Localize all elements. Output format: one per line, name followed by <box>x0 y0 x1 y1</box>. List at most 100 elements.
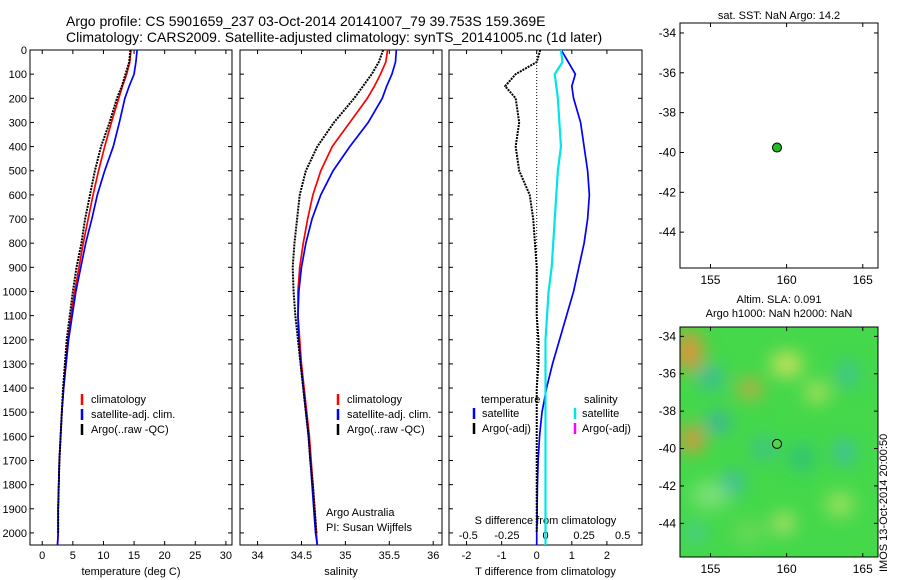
legend-label: satellite-adj. clim. <box>347 409 431 421</box>
ytick-label: 500 <box>9 166 27 178</box>
ytick-label: 300 <box>9 117 27 129</box>
heatmap-cell <box>680 425 705 454</box>
series-2-0 <box>535 49 591 545</box>
heatmap-cell <box>825 492 854 517</box>
xtick-label: 36 <box>427 550 439 562</box>
ytick-label: 1500 <box>3 407 27 419</box>
ytick-label: 100 <box>9 69 27 81</box>
xaxis-label: salinity <box>324 566 358 578</box>
heatmap-cell <box>680 331 704 372</box>
annotation-line1: Argo Australia <box>326 507 395 519</box>
xtick-label: 5 <box>70 550 76 562</box>
ytick-label: 0 <box>21 45 27 57</box>
map-sla-title: Altim. SLA: 0.091 <box>737 294 822 306</box>
ytick-label: 1000 <box>3 286 27 298</box>
map-xtick-label: 160 <box>777 562 797 576</box>
ytick-label: 1200 <box>3 335 27 347</box>
xtick-label: -2 <box>462 550 472 562</box>
series-2-1 <box>503 49 542 533</box>
heatmap-cell <box>690 481 731 510</box>
panel-frame-1 <box>239 49 443 546</box>
heatmap-blobs <box>680 331 858 545</box>
map-ytick-label: -42 <box>659 185 677 199</box>
series-0-1 <box>56 49 138 546</box>
ytick-label: 1100 <box>3 311 27 323</box>
xtick-label: 34 <box>251 550 263 562</box>
legend-label: climatology <box>91 394 147 406</box>
map-xtick-label: 160 <box>777 273 797 287</box>
heatmap-cell <box>723 472 744 493</box>
xaxis-label: temperature (deg C) <box>81 566 180 578</box>
heatmap-cell <box>685 522 706 543</box>
heatmap-cell <box>696 365 725 390</box>
map-xtick-label: 155 <box>700 273 720 287</box>
figure-title-line1: Argo profile: CS 5901659_237 03-Oct-2014… <box>66 13 546 29</box>
xtick-label: 0 <box>39 550 45 562</box>
ytick-label: 900 <box>9 262 27 274</box>
xtick-label: 25 <box>189 550 201 562</box>
imos-timestamp-label: IMOS 13-Oct-2014 20:00:50 <box>878 433 890 572</box>
map-ytick-label: -44 <box>659 516 677 530</box>
map-ytick-label: -34 <box>659 329 677 343</box>
map-ytick-label: -44 <box>659 225 677 239</box>
s-tick-label: 0.25 <box>573 530 594 542</box>
map-xtick-label: 155 <box>700 562 720 576</box>
ytick-label: 1300 <box>3 359 27 371</box>
xtick-label: 35 <box>339 550 351 562</box>
argo-position-marker <box>772 142 783 153</box>
heatmap-cell <box>773 513 794 534</box>
heatmap-cell <box>751 436 776 461</box>
s-tick-label: -0.25 <box>494 530 519 542</box>
legend-label: climatology <box>347 394 403 406</box>
xtick-label: 2 <box>604 550 610 562</box>
ytick-label: 800 <box>9 238 27 250</box>
heatmap-cell <box>706 412 731 433</box>
xtick-label: 35.5 <box>379 550 400 562</box>
xtick-label: 1 <box>569 550 575 562</box>
argo-position-marker <box>772 438 783 449</box>
heatmap-cell <box>789 443 814 472</box>
map-xtick-label: 165 <box>853 562 873 576</box>
xtick-label: 0 <box>534 550 540 562</box>
ytick-label: 200 <box>9 93 27 105</box>
xaxis-label: T difference from climatology <box>475 566 616 578</box>
map-ytick-label: -42 <box>659 479 677 493</box>
legend-label: Argo(-adj) <box>482 423 531 435</box>
heatmap-cell <box>732 520 765 545</box>
s-tick-label: 0.5 <box>615 530 630 542</box>
map-xtick-label: 165 <box>853 273 873 287</box>
legend-label: satellite <box>482 408 519 420</box>
series-1-2 <box>291 49 385 533</box>
xtick-label: 34.5 <box>291 550 312 562</box>
annotation-line2: PI: Susan Wijffels <box>326 522 412 534</box>
map-ytick-label: -40 <box>659 145 677 159</box>
heatmap-cell <box>738 379 763 398</box>
map-ytick-label: -34 <box>659 26 677 40</box>
legend-label: Argo(-adj) <box>582 423 631 435</box>
heatmap-cell <box>770 352 803 377</box>
xtick-label: 20 <box>159 550 171 562</box>
legend-temp-title: temperature <box>481 394 540 406</box>
heatmap-cell <box>805 382 830 403</box>
series-1-0 <box>297 49 389 546</box>
legend-label: satellite <box>582 408 619 420</box>
map-ytick-label: -36 <box>659 367 677 381</box>
map-ytick-label: -40 <box>659 442 677 456</box>
heatmap-cell <box>834 440 855 465</box>
series-0-2 <box>57 49 132 533</box>
ytick-label: 400 <box>9 142 27 154</box>
map-sst-title: sat. SST: NaN Argo: 14.2 <box>718 10 840 22</box>
legend-label: Argo(..raw -QC) <box>91 424 169 436</box>
series-salinity-satellite <box>544 49 564 545</box>
map-sla-subtitle: Argo h1000: NaN h2000: NaN <box>706 308 853 320</box>
xtick-label: 10 <box>97 550 109 562</box>
s-tick-label: -0.5 <box>459 530 478 542</box>
panel-frame-0 <box>29 49 233 546</box>
ytick-label: 700 <box>9 214 27 226</box>
map-ytick-label: -38 <box>659 106 677 120</box>
ytick-label: 2000 <box>3 528 27 540</box>
map-frame-4 <box>679 326 879 558</box>
xtick-label: 30 <box>220 550 232 562</box>
legend-label: satellite-adj. clim. <box>91 409 175 421</box>
